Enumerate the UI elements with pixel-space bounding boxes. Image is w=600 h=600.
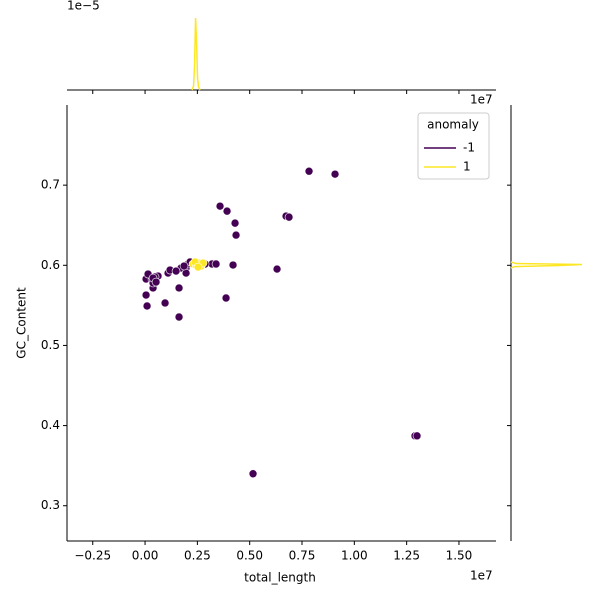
x-tick-label: 0.00 bbox=[132, 549, 159, 563]
point bbox=[151, 277, 161, 287]
point bbox=[174, 283, 184, 293]
point bbox=[231, 230, 241, 240]
top-kde bbox=[191, 17, 201, 91]
legend: anomaly -11 bbox=[417, 112, 490, 180]
x-axis-label: total_length bbox=[244, 571, 316, 585]
top-offset-label: 1e−5 bbox=[67, 0, 100, 13]
legend-label: 1 bbox=[463, 160, 471, 174]
point bbox=[330, 169, 340, 179]
x-offset-label: 1e7 bbox=[470, 569, 493, 583]
point bbox=[160, 298, 170, 308]
point bbox=[221, 293, 231, 303]
x-tick-label: 1.25 bbox=[393, 549, 420, 563]
point bbox=[248, 469, 258, 479]
y-tick-label: 0.3 bbox=[41, 498, 60, 512]
x-tick-label: 0.75 bbox=[289, 549, 316, 563]
right-kde bbox=[510, 261, 583, 269]
right-offset-label: 1e7 bbox=[470, 93, 493, 107]
point bbox=[412, 431, 422, 441]
y-axis-label: GC_Content bbox=[15, 287, 29, 359]
point bbox=[179, 261, 189, 271]
point bbox=[222, 206, 232, 216]
legend-items: -11 bbox=[424, 141, 475, 174]
point bbox=[304, 166, 314, 176]
point bbox=[230, 218, 240, 228]
point bbox=[211, 259, 221, 269]
y-tick-label: 0.4 bbox=[41, 418, 60, 432]
x-tick-label: 1.50 bbox=[446, 549, 473, 563]
point bbox=[174, 312, 184, 322]
x-tick-label: −0.25 bbox=[74, 549, 111, 563]
plot-area bbox=[141, 166, 422, 479]
x-tick-label: 0.25 bbox=[184, 549, 211, 563]
point bbox=[181, 268, 191, 278]
point bbox=[228, 260, 238, 270]
legend-title: anomaly bbox=[427, 118, 479, 132]
point bbox=[272, 264, 282, 274]
point bbox=[215, 201, 225, 211]
y-tick-label: 0.7 bbox=[41, 178, 60, 192]
point bbox=[171, 266, 181, 276]
y-tick-label: 0.5 bbox=[41, 338, 60, 352]
legend-box bbox=[417, 112, 490, 180]
legend-label: -1 bbox=[463, 141, 475, 155]
x-tick-label: 0.50 bbox=[236, 549, 263, 563]
point bbox=[141, 290, 151, 300]
point bbox=[284, 212, 294, 222]
y-tick-label: 0.6 bbox=[41, 258, 60, 272]
x-tick-label: 1.00 bbox=[341, 549, 368, 563]
point bbox=[193, 262, 203, 272]
point bbox=[142, 301, 152, 311]
